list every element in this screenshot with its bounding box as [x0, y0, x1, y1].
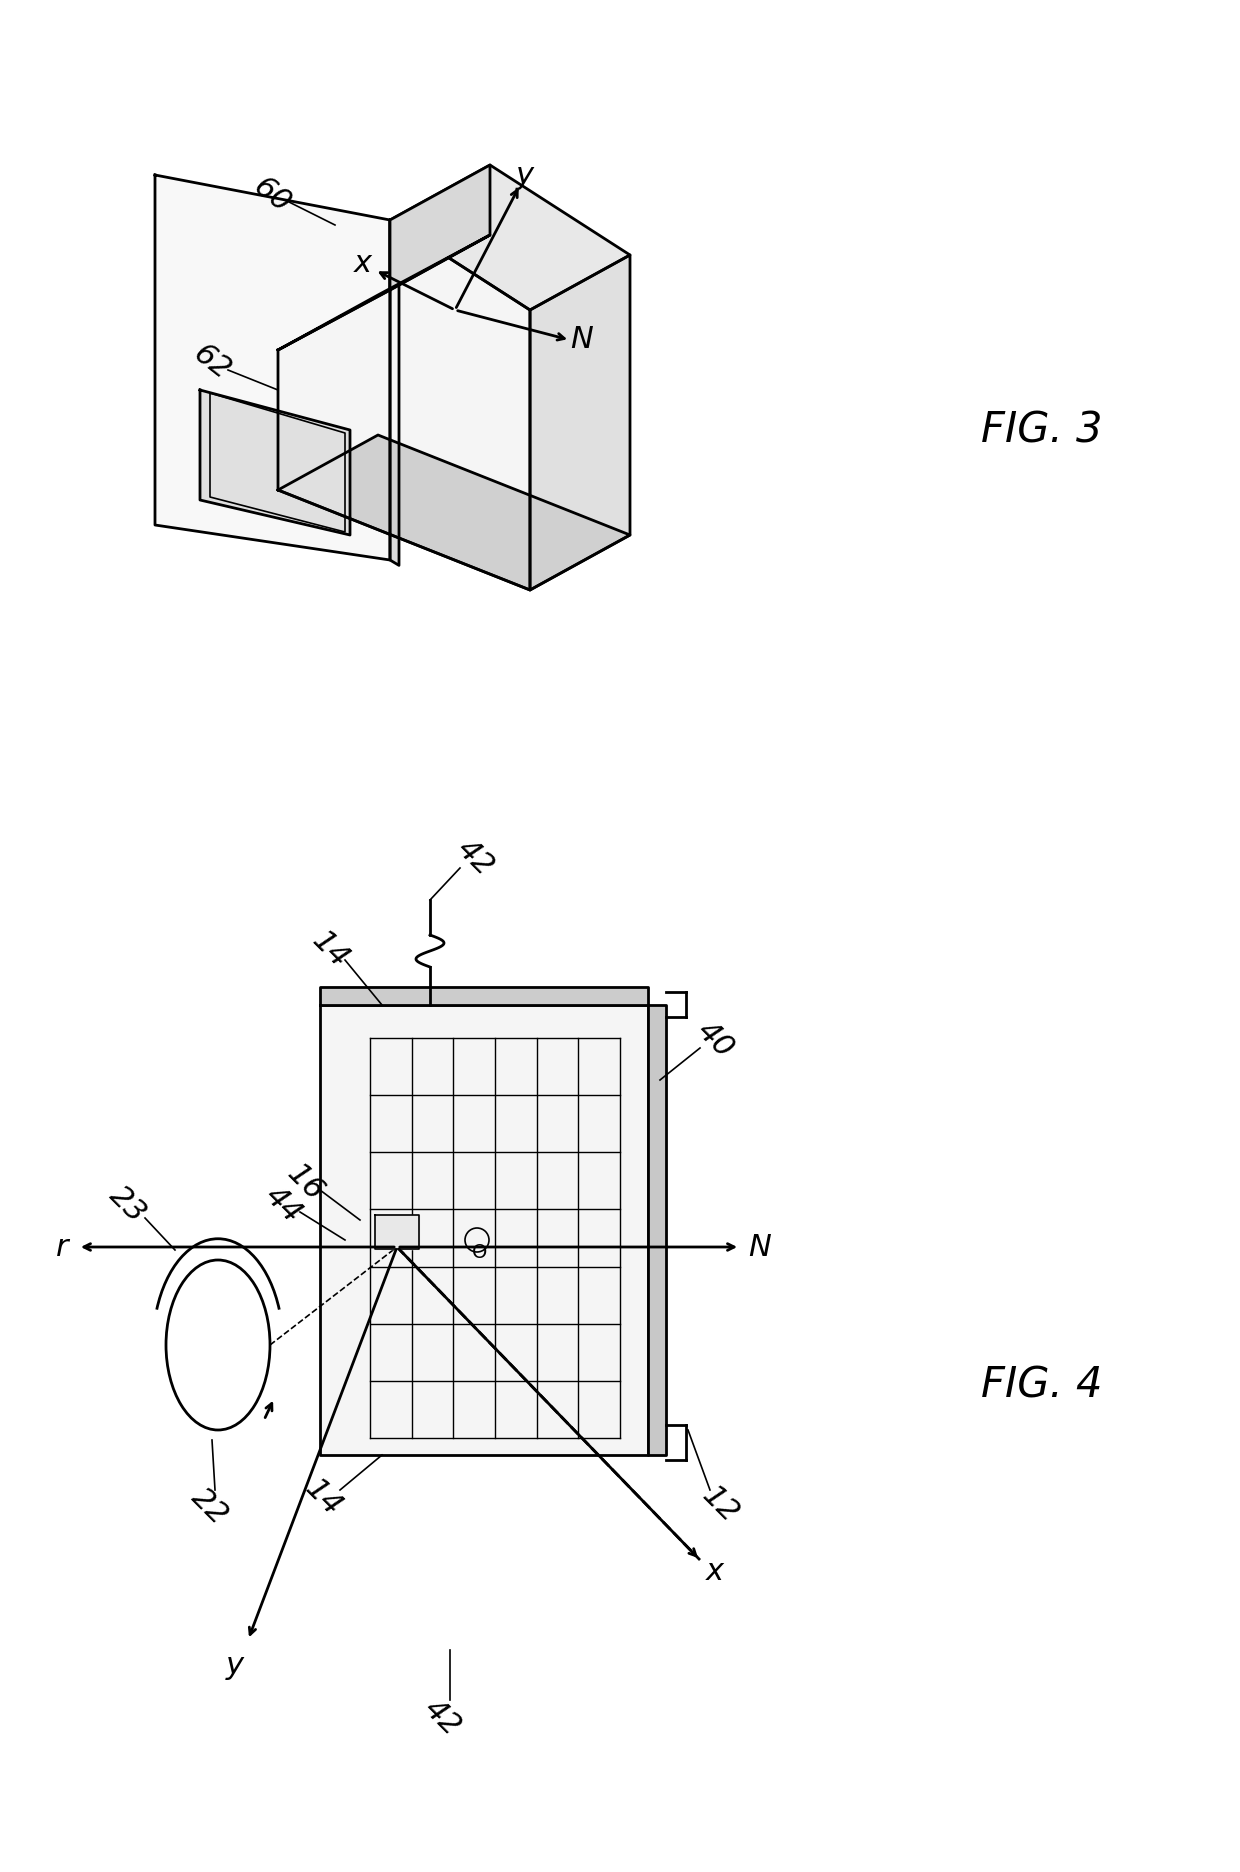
Text: y: y: [516, 161, 534, 189]
Text: 40: 40: [691, 1016, 739, 1063]
Text: r: r: [56, 1232, 68, 1262]
Text: 14: 14: [306, 927, 353, 973]
Text: N: N: [749, 1232, 771, 1262]
Text: 22: 22: [186, 1483, 234, 1531]
Text: x: x: [706, 1558, 724, 1586]
Polygon shape: [278, 434, 630, 590]
Text: 44: 44: [259, 1181, 308, 1228]
Text: 60: 60: [248, 172, 296, 219]
Polygon shape: [391, 165, 490, 290]
Polygon shape: [200, 389, 350, 535]
Polygon shape: [649, 1005, 666, 1455]
Text: 42: 42: [418, 1694, 466, 1743]
Polygon shape: [278, 221, 529, 590]
Text: 62: 62: [187, 339, 236, 386]
Polygon shape: [374, 1215, 419, 1249]
Polygon shape: [391, 165, 630, 311]
Text: 23: 23: [104, 1181, 153, 1228]
Polygon shape: [320, 1005, 649, 1455]
Text: O: O: [472, 1243, 487, 1262]
Polygon shape: [391, 221, 399, 565]
Text: N: N: [570, 326, 594, 354]
Text: 12: 12: [696, 1481, 744, 1529]
Polygon shape: [320, 987, 649, 1005]
Text: x: x: [353, 249, 372, 277]
Polygon shape: [155, 174, 391, 560]
Polygon shape: [529, 255, 630, 590]
Text: FIG. 3: FIG. 3: [981, 410, 1102, 451]
Text: FIG. 4: FIG. 4: [981, 1365, 1102, 1406]
Text: 14: 14: [299, 1473, 347, 1522]
Text: y: y: [226, 1651, 244, 1679]
Text: 42: 42: [451, 835, 498, 882]
Text: 16: 16: [281, 1159, 329, 1207]
Polygon shape: [278, 236, 490, 350]
